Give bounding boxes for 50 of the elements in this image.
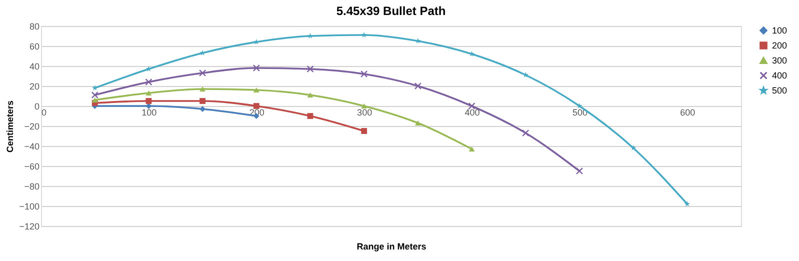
point: [200, 86, 206, 92]
legend-label: 400: [772, 70, 788, 80]
point: [145, 78, 152, 86]
x-tick-label: 100: [142, 108, 157, 118]
point: [253, 103, 260, 109]
point: [146, 98, 152, 104]
x-axis-title: Range in Meters: [356, 242, 426, 252]
y-tick-label: −40: [24, 142, 40, 152]
point: [92, 97, 98, 103]
point: [200, 98, 206, 104]
point: [91, 91, 98, 99]
y-tick-label: 60: [29, 42, 40, 52]
point: [360, 70, 368, 78]
point: [576, 103, 582, 108]
point: [146, 90, 152, 96]
legend-label: 100: [772, 26, 788, 36]
x-tick-label: 400: [464, 108, 480, 118]
y-axis-title: Centimeters: [5, 100, 16, 153]
x-tick-label: 600: [680, 108, 696, 118]
y-tick-label: −60: [24, 162, 40, 172]
point: [307, 33, 314, 38]
point: [576, 167, 584, 175]
point: [414, 82, 422, 90]
point: [414, 120, 421, 126]
legend-label: 500: [772, 86, 788, 96]
x-tick-label: 300: [357, 108, 372, 118]
y-tick-label: −100: [19, 202, 40, 212]
point: [198, 69, 206, 77]
point: [253, 87, 260, 93]
x-tick-label: 0: [42, 108, 47, 118]
y-tick-label: −20: [24, 122, 40, 132]
point: [307, 113, 314, 119]
point: [684, 201, 690, 206]
y-tick-label: 80: [29, 22, 40, 32]
chart-title: 5.45x39 Bullet Path: [336, 4, 446, 18]
point: [522, 129, 530, 137]
y-tick-label: 40: [29, 62, 40, 72]
point: [361, 32, 367, 38]
point: [307, 92, 314, 98]
point: [361, 103, 368, 109]
point: [306, 65, 314, 73]
point: [361, 128, 368, 134]
point: [252, 64, 260, 72]
legend-label: 200: [772, 40, 788, 50]
y-tick-label: −120: [19, 222, 40, 232]
y-tick-label: −80: [24, 182, 40, 192]
legend-label: 300: [772, 56, 788, 66]
y-tick-label: 20: [29, 82, 40, 92]
point: [468, 146, 475, 152]
point: [630, 145, 636, 150]
